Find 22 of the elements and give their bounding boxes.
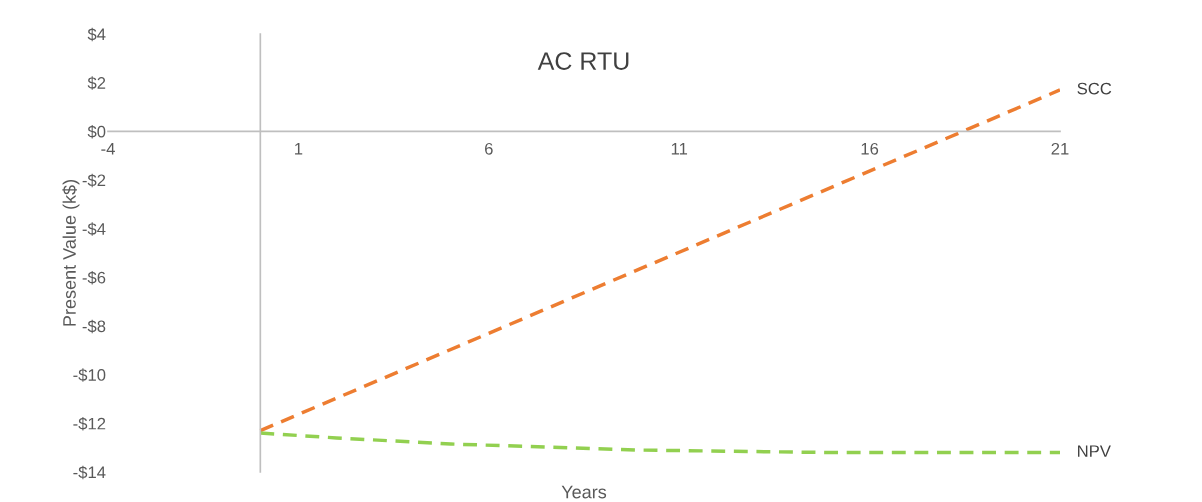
x-tick-label: 11 [671, 143, 688, 155]
y-tick-label: -$4 [82, 222, 106, 236]
series-label: SCC [1077, 82, 1112, 95]
x-tick-label: 21 [1051, 142, 1069, 155]
y-tick-label: $4 [87, 27, 106, 42]
y-tick-label: $0 [87, 125, 106, 139]
x-tick-label: 6 [485, 142, 493, 155]
y-axis-title: Present Value (k$) [62, 180, 80, 326]
y-tick-label: $2 [87, 76, 106, 90]
text: AC RTU [537, 52, 629, 70]
series-label: NPV [1078, 445, 1111, 457]
x-tick-label: 1 [295, 143, 303, 155]
y-tick-label: -$14 [73, 465, 106, 480]
y-tick-label: -$8 [82, 319, 106, 334]
line-series [258, 431, 1060, 455]
y-tick-label: -$2 [82, 173, 106, 188]
y-tick-label: -$12 [73, 417, 106, 431]
x-tick-label: -4 [101, 143, 115, 155]
y-tick-label: -$10 [73, 368, 106, 382]
x-axis-title: Years [561, 485, 607, 499]
y-tick-label: -$6 [82, 271, 106, 285]
x-tick-label: 16 [861, 142, 879, 155]
